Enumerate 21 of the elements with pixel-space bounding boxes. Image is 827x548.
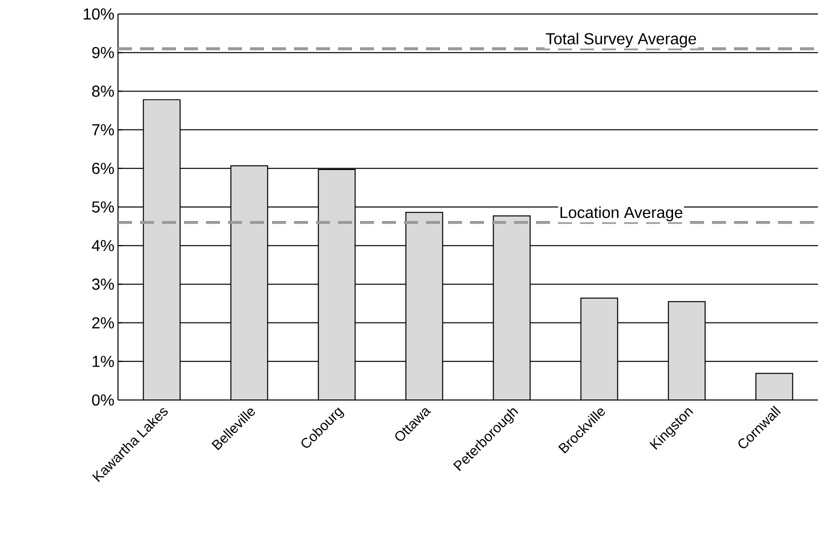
bar <box>668 301 706 400</box>
y-tick-label: 6% <box>92 162 114 174</box>
y-tick-label: 3% <box>92 278 114 290</box>
bar <box>580 298 618 400</box>
ref-line-label: Total Survey Average <box>546 32 696 48</box>
bar <box>230 165 268 400</box>
y-tick-label: 7% <box>92 124 114 136</box>
bar <box>492 215 531 400</box>
bar <box>405 212 444 400</box>
y-tick-label: 2% <box>92 317 114 328</box>
y-tick-label: 5% <box>92 201 114 213</box>
y-tick-label: 4% <box>92 240 114 252</box>
y-tick-label: 10% <box>84 8 114 20</box>
ref-line-label: Location Average <box>560 206 682 222</box>
bar <box>142 99 181 400</box>
y-tick-label: 8% <box>92 86 114 97</box>
y-tick-label: 9% <box>92 46 114 58</box>
bar <box>755 372 794 400</box>
y-tick-label: 0% <box>92 394 114 406</box>
bar <box>318 169 356 400</box>
y-tick-label: 1% <box>92 356 114 367</box>
